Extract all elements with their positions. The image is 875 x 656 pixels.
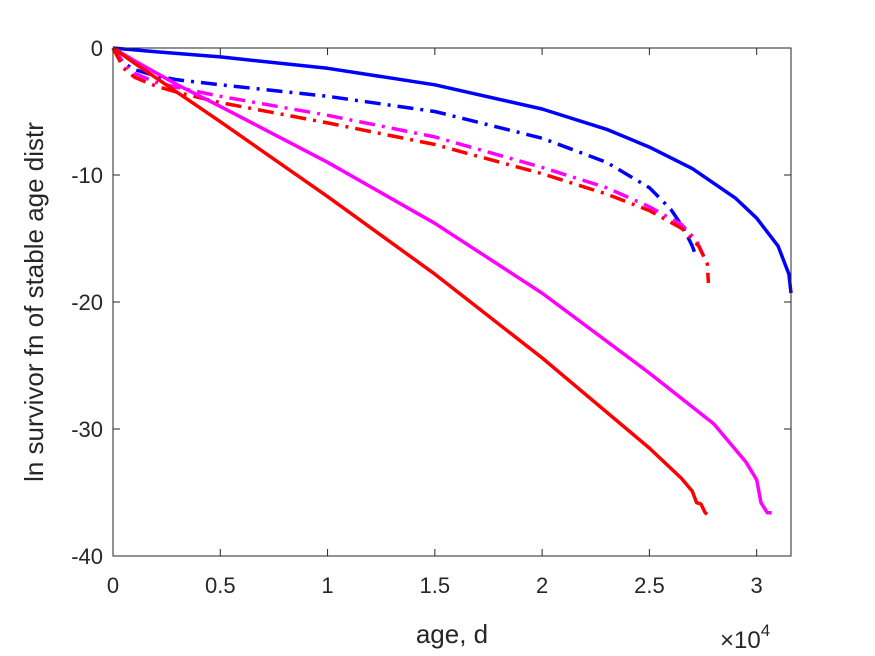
x-axis-exponent-base: ×10 xyxy=(720,627,761,654)
y-tick-label: -30 xyxy=(71,417,103,442)
x-tick-label: 2.5 xyxy=(634,573,665,598)
x-axis-label: age, d xyxy=(416,619,488,649)
x-tick-label: 2 xyxy=(536,573,548,598)
series-line-5 xyxy=(112,46,772,515)
x-axis-exponent: ×104 xyxy=(720,621,770,654)
plot-background xyxy=(113,48,791,556)
series-line-3 xyxy=(111,47,709,265)
series-line-4 xyxy=(111,47,711,284)
y-axis-label: ln survivor fn of stable age distr xyxy=(19,122,49,482)
x-tick-label: 1 xyxy=(321,573,333,598)
x-tick-label: 0.5 xyxy=(205,573,236,598)
y-tick-label: -40 xyxy=(71,544,103,569)
y-tick-label: 0 xyxy=(91,36,103,61)
x-tick-label: 3 xyxy=(751,573,763,598)
y-axis-ticks: 0 -10 -20 -30 -40 xyxy=(71,36,791,569)
series-layer xyxy=(111,46,793,516)
y-tick-label: -20 xyxy=(71,290,103,315)
x-axis-exponent-power: 4 xyxy=(761,621,770,640)
y-tick-label: -10 xyxy=(71,163,103,188)
series-line-1 xyxy=(112,46,793,294)
x-axis-ticks: 0 0.5 1 1.5 2 2.5 3 xyxy=(107,48,763,598)
x-tick-label: 1.5 xyxy=(420,573,451,598)
x-tick-label: 0 xyxy=(107,573,119,598)
series-line-6 xyxy=(111,46,709,516)
